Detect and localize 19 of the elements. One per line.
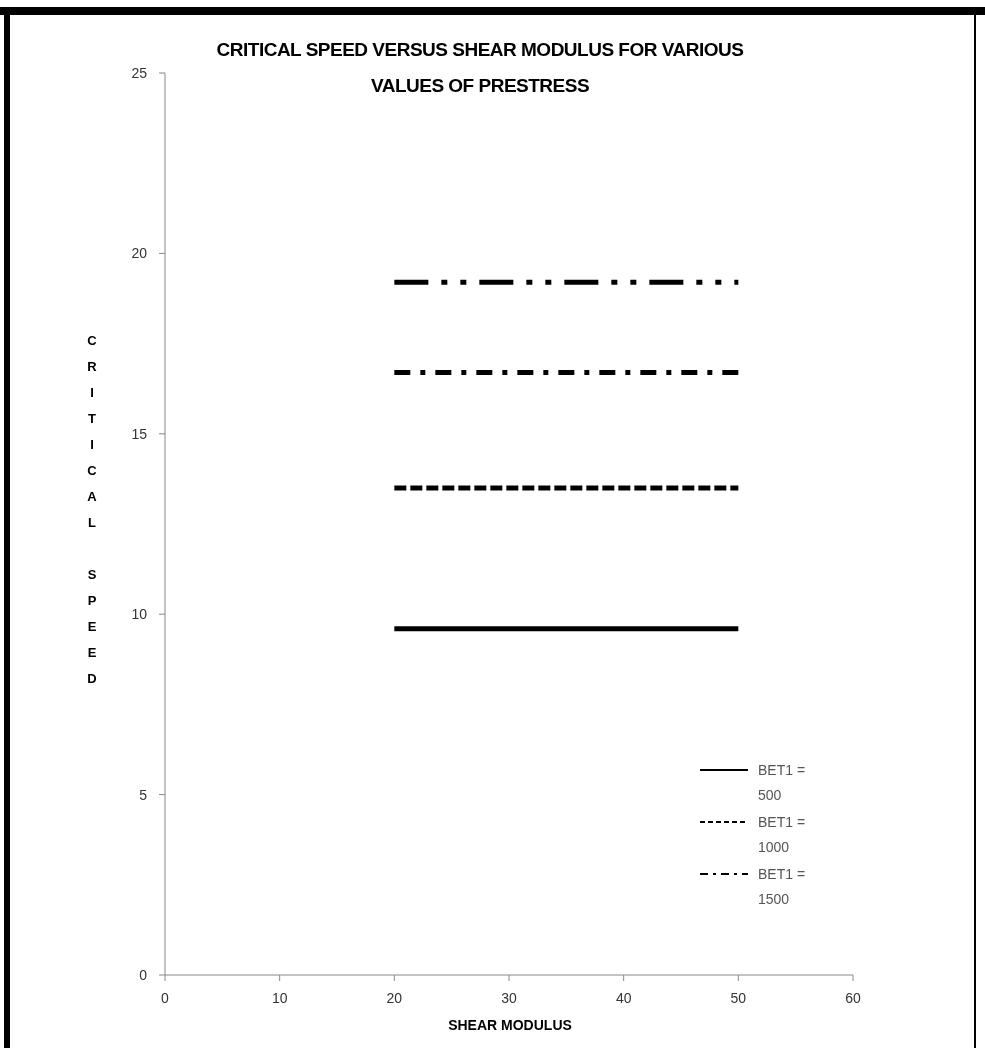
- x-tick-label: 30: [501, 990, 517, 1006]
- y-tick-label: 10: [131, 606, 148, 623]
- legend-label: BET1 = 1500: [758, 865, 806, 907]
- x-tick-label: 50: [730, 990, 747, 1006]
- chart-title: CRITICAL SPEED VERSUS SHEAR MODULUS FOR VARIOUS VALUES OF PRESTRESS: [216, 39, 744, 96]
- y-tick-label: 15: [131, 425, 148, 442]
- y-tick-label: 0: [139, 966, 148, 983]
- x-tick-label: 60: [845, 990, 861, 1006]
- legend-label: BET1 = 500: [758, 761, 806, 803]
- y-axis-title: CRITICAL SPEED: [84, 333, 100, 697]
- x-tick-label: 20: [386, 990, 403, 1006]
- legend-label: BET1 = 1000: [758, 813, 806, 855]
- x-tick-label: 0: [161, 990, 170, 1006]
- y-tick-label: 20: [131, 245, 148, 262]
- x-tick-label: 10: [271, 990, 288, 1006]
- y-tick-label: 25: [131, 64, 148, 81]
- x-axis-title: SHEAR MODULUS: [448, 1017, 572, 1033]
- y-tick-label: 5: [139, 786, 148, 803]
- x-tick-label: 40: [615, 990, 632, 1006]
